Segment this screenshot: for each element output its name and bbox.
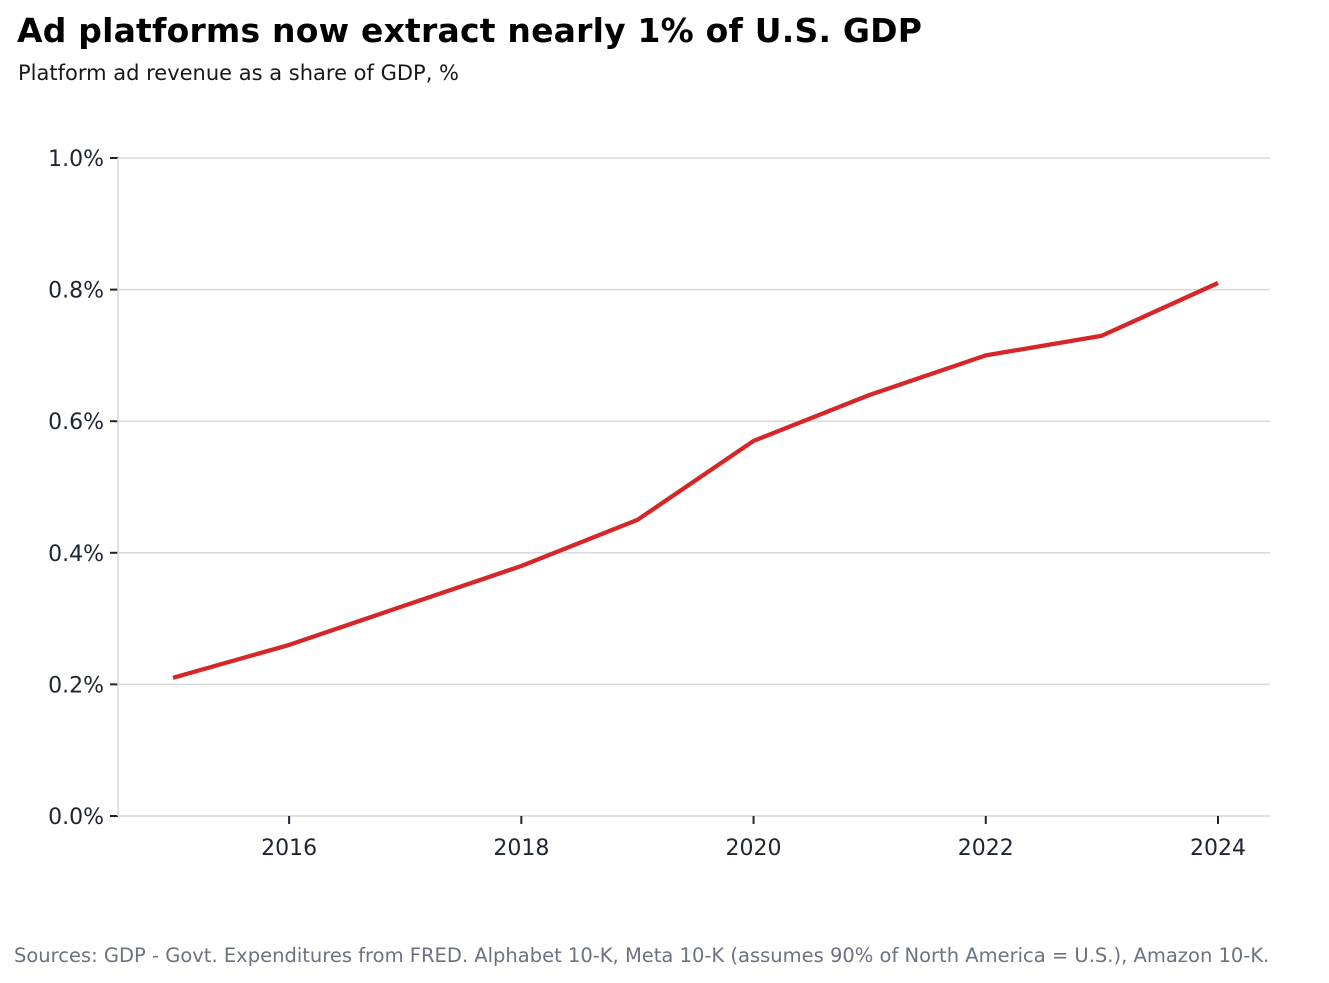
y-axis-tick-label: 0.2%: [48, 673, 104, 698]
gridlines: [118, 157, 1270, 817]
y-axis-tick-label: 1.0%: [48, 147, 104, 172]
y-axis-tick-label: 0.0%: [48, 805, 104, 830]
x-axis-tick-label: 2016: [261, 836, 317, 861]
y-axis-tick-label: 0.6%: [48, 410, 104, 435]
y-axis-tick-label: 0.8%: [48, 279, 104, 304]
x-axis-tick-label: 2018: [493, 836, 549, 861]
chart-title: Ad platforms now extract nearly 1% of U.…: [17, 11, 923, 50]
x-axis-tick-label: 2022: [958, 836, 1014, 861]
chart-subtitle: Platform ad revenue as a share of GDP, %: [18, 61, 460, 85]
x-axis-tick-label: 2020: [726, 836, 782, 861]
axis-labels: 0.0% 0.2% 0.4% 0.6% 0.8% 1.0% 2016 2018 2020 2022…: [48, 147, 1246, 861]
x-axis-tick-label: 2024: [1190, 836, 1246, 861]
data-line: [172, 281, 1219, 680]
data-series: [172, 281, 1219, 680]
sources-note: Sources: GDP - Govt. Expenditures from F…: [14, 944, 1270, 967]
y-axis-tick-label: 0.4%: [48, 542, 104, 567]
axes: [110, 157, 1219, 824]
